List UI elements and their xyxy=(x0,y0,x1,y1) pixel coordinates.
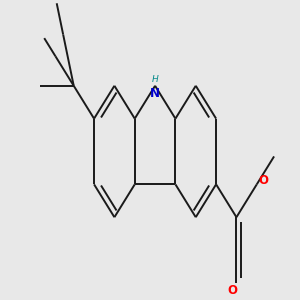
Text: O: O xyxy=(258,175,268,188)
Text: H: H xyxy=(152,75,158,84)
Text: O: O xyxy=(227,284,237,297)
Text: N: N xyxy=(150,87,160,100)
